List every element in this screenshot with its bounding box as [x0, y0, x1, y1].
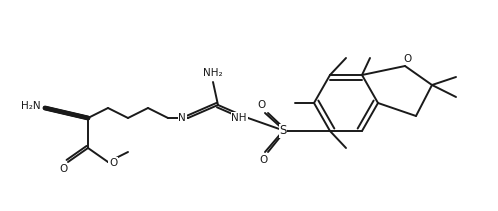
Text: NH: NH — [232, 113, 247, 123]
Text: S: S — [279, 124, 287, 138]
Text: O: O — [59, 164, 67, 174]
Text: N: N — [178, 113, 186, 123]
Text: O: O — [109, 158, 117, 168]
Text: NH₂: NH₂ — [203, 68, 223, 78]
Text: O: O — [404, 54, 412, 64]
Text: H₂N: H₂N — [21, 101, 41, 111]
Text: O: O — [257, 100, 265, 110]
Text: O: O — [260, 155, 268, 165]
